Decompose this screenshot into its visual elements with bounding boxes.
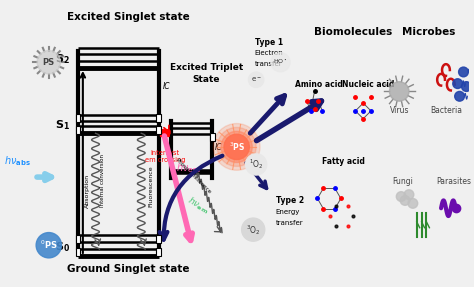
Text: PS: PS bbox=[43, 58, 55, 67]
Bar bbox=[75, 236, 81, 243]
Text: $^1$O$_2$: $^1$O$_2$ bbox=[249, 158, 264, 171]
Bar bbox=[75, 114, 81, 122]
Text: Excited Singlet state: Excited Singlet state bbox=[67, 11, 190, 22]
Text: $^3$O$_2$: $^3$O$_2$ bbox=[246, 223, 261, 236]
Text: $^0$PS: $^0$PS bbox=[40, 239, 58, 251]
Bar bbox=[210, 133, 215, 141]
Circle shape bbox=[221, 131, 252, 162]
Text: Absorption: Absorption bbox=[85, 174, 90, 208]
Circle shape bbox=[37, 51, 61, 74]
Text: Phosphorescence: Phosphorescence bbox=[174, 157, 211, 195]
Circle shape bbox=[390, 82, 409, 101]
Bar bbox=[156, 236, 161, 243]
Circle shape bbox=[213, 123, 260, 170]
Bar bbox=[156, 127, 161, 134]
Bar bbox=[156, 248, 161, 256]
Text: Fatty acid: Fatty acid bbox=[322, 158, 365, 166]
Text: Excited Triplet: Excited Triplet bbox=[170, 63, 243, 72]
Circle shape bbox=[400, 195, 410, 205]
Text: IC: IC bbox=[215, 144, 223, 152]
Text: Type 2: Type 2 bbox=[275, 196, 304, 205]
Text: Fluorescence: Fluorescence bbox=[148, 165, 154, 207]
Bar bbox=[75, 248, 81, 256]
Text: $\mathbf{S_0}$: $\mathbf{S_0}$ bbox=[55, 240, 70, 254]
Text: Biomolecules: Biomolecules bbox=[314, 27, 392, 37]
Text: Bacteria: Bacteria bbox=[430, 106, 462, 115]
Text: Intersyst
em crossing: Intersyst em crossing bbox=[145, 150, 185, 163]
Text: $h\nu_\mathbf{em}$: $h\nu_\mathbf{em}$ bbox=[176, 161, 201, 175]
Text: $\mathbf{S_1}$: $\mathbf{S_1}$ bbox=[55, 119, 70, 132]
Text: Amino acid: Amino acid bbox=[295, 79, 343, 89]
Circle shape bbox=[246, 154, 267, 175]
Text: $\mathbf{S_2}$: $\mathbf{S_2}$ bbox=[55, 53, 70, 66]
Circle shape bbox=[396, 192, 406, 201]
Text: $h\nu_\mathbf{abs}$: $h\nu_\mathbf{abs}$ bbox=[4, 154, 31, 168]
Text: Parasites: Parasites bbox=[436, 177, 471, 186]
Circle shape bbox=[36, 232, 62, 258]
Text: Virus: Virus bbox=[390, 106, 409, 115]
Text: Fungi: Fungi bbox=[392, 177, 413, 186]
Circle shape bbox=[404, 190, 414, 199]
Text: Microbes: Microbes bbox=[402, 27, 455, 37]
Text: Energy: Energy bbox=[275, 209, 300, 215]
Bar bbox=[156, 114, 161, 122]
Text: IC: IC bbox=[163, 82, 170, 91]
Circle shape bbox=[459, 67, 468, 77]
Circle shape bbox=[453, 79, 463, 88]
Bar bbox=[75, 127, 81, 134]
Text: $^3$PS: $^3$PS bbox=[228, 141, 245, 153]
Text: Type 1: Type 1 bbox=[255, 38, 283, 47]
Text: $h\nu_\mathbf{em}$: $h\nu_\mathbf{em}$ bbox=[184, 194, 211, 217]
Circle shape bbox=[224, 134, 249, 160]
Text: State: State bbox=[193, 75, 220, 84]
Circle shape bbox=[248, 72, 264, 88]
Text: Internal conversion: Internal conversion bbox=[100, 154, 105, 208]
Text: transfer: transfer bbox=[275, 220, 303, 226]
Text: Ground Singlet state: Ground Singlet state bbox=[67, 264, 190, 274]
Circle shape bbox=[217, 127, 256, 166]
Circle shape bbox=[408, 199, 418, 208]
Circle shape bbox=[462, 82, 471, 92]
Text: HO$^\bullet$: HO$^\bullet$ bbox=[273, 58, 288, 66]
Circle shape bbox=[242, 218, 265, 241]
Text: transfer: transfer bbox=[255, 61, 283, 67]
Text: e$^-$: e$^-$ bbox=[251, 75, 262, 84]
Circle shape bbox=[455, 92, 465, 101]
Text: Nucleic acid: Nucleic acid bbox=[342, 79, 394, 89]
Circle shape bbox=[271, 53, 290, 72]
Text: Electron: Electron bbox=[255, 51, 283, 57]
